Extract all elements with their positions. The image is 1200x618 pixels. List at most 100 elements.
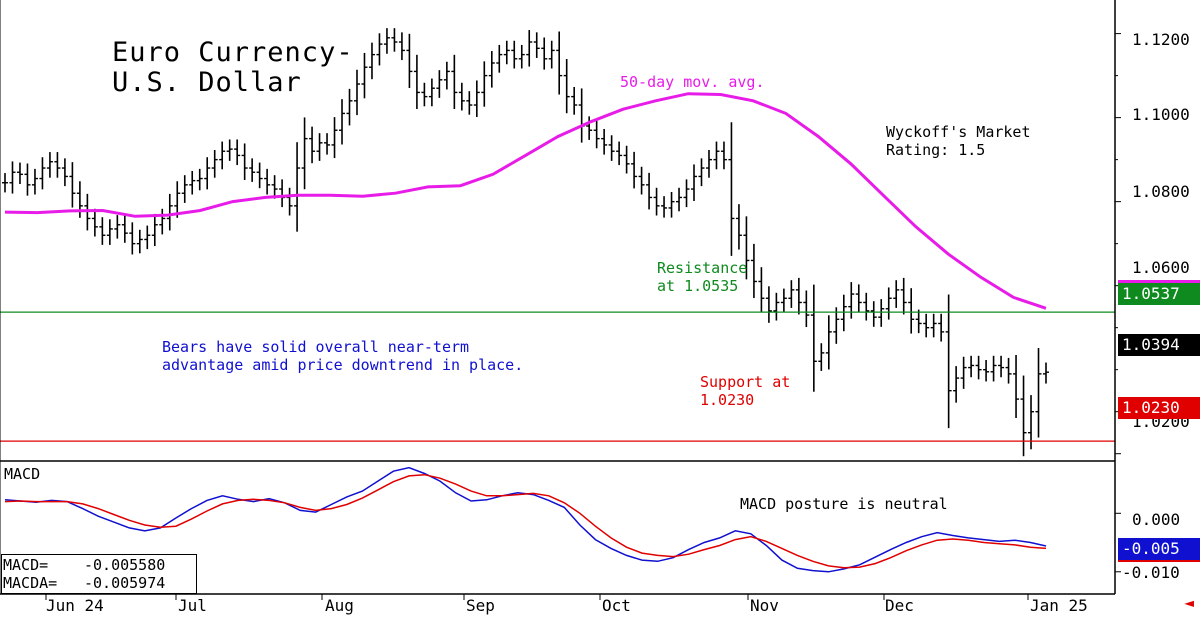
price-bar	[795, 277, 802, 315]
price-bar	[458, 82, 465, 111]
price-bar	[945, 294, 952, 429]
price-bar	[863, 292, 870, 321]
price-bar	[301, 117, 308, 190]
price-bar	[2, 173, 8, 193]
resistance-label: Resistance at 1.0535	[657, 259, 748, 295]
price-bar	[975, 355, 982, 380]
price-bar	[226, 139, 233, 161]
price-bar	[616, 141, 623, 166]
price-bar	[144, 225, 151, 250]
market-comment: Bears have solid overall near-term advan…	[162, 338, 524, 374]
price-bar	[9, 161, 16, 194]
price-bar	[578, 88, 585, 143]
price-bar	[481, 61, 488, 107]
price-bar	[728, 122, 735, 256]
price-bar	[324, 133, 331, 155]
price-bar	[758, 267, 765, 313]
price-bar	[878, 299, 885, 327]
price-bar	[676, 187, 683, 212]
chart-title-line2: U.S. Dollar	[112, 67, 302, 98]
price-bar	[571, 86, 578, 115]
price-bar	[1013, 354, 1020, 418]
price-bar	[376, 33, 383, 66]
price-bar	[511, 40, 518, 69]
price-bar	[279, 179, 286, 208]
price-bar	[563, 59, 570, 114]
price-bar	[413, 54, 420, 110]
price-bar	[855, 284, 862, 313]
price-bar	[503, 40, 510, 65]
price-bar	[683, 179, 690, 208]
price-bar	[241, 143, 248, 181]
price-bar	[39, 157, 46, 190]
price-bar	[840, 294, 847, 332]
price-bar	[211, 149, 218, 178]
price-bar	[331, 117, 338, 159]
price-bar	[780, 288, 787, 313]
price-bar	[353, 69, 360, 116]
y-tick-label: 1.0600	[1132, 258, 1190, 277]
macd-value-tag: -0.005	[1118, 538, 1200, 562]
price-bar	[234, 139, 241, 166]
price-bar	[496, 44, 503, 73]
macd-readout-box: MACD= -0.005580 MACDA= -0.005974	[1, 554, 197, 594]
macda-readout-value: -0.005974	[84, 574, 166, 592]
panel-frame	[0, 0, 1121, 600]
price-bar	[69, 162, 76, 208]
price-bar	[436, 70, 443, 98]
price-bar	[593, 120, 600, 149]
price-bar	[166, 193, 173, 231]
price-bar	[428, 78, 435, 107]
price-bar	[473, 80, 480, 117]
price-bar	[316, 133, 323, 161]
price-bar	[893, 280, 900, 308]
price-bar	[803, 290, 810, 328]
price-bar	[705, 149, 712, 178]
price-bar	[189, 170, 196, 195]
price-bar	[1005, 357, 1012, 384]
price-bar	[443, 61, 450, 90]
price-bar	[983, 360, 990, 382]
price-bar	[286, 187, 293, 216]
price-bar	[1043, 362, 1049, 384]
price-bar	[638, 166, 645, 195]
price-bar	[818, 343, 825, 371]
price-bar	[151, 213, 158, 247]
price-bar	[533, 32, 540, 58]
price-bar	[518, 44, 525, 69]
scroll-back-arrow-icon[interactable]: ◄	[1184, 593, 1194, 612]
price-bar	[264, 168, 271, 195]
price-bar	[204, 157, 211, 190]
price-bar	[114, 215, 121, 239]
price-bar	[391, 28, 398, 52]
price-bar	[174, 181, 181, 218]
macd-y-tick-label: 0.000	[1132, 510, 1181, 529]
wyckoff-rating: Wyckoff's Market Rating: 1.5	[886, 123, 1031, 159]
price-bar	[421, 82, 428, 107]
resistance-price-tag: 1.0537	[1118, 280, 1200, 305]
price-bar	[309, 126, 316, 164]
price-bar	[661, 196, 668, 218]
price-bar	[556, 31, 563, 95]
price-bar	[24, 163, 31, 196]
price-bar	[406, 33, 413, 89]
x-tick-label: Jun 24	[46, 596, 104, 615]
price-bar	[833, 307, 840, 344]
price-bar	[953, 366, 960, 403]
price-bar	[586, 116, 593, 140]
price-bar	[129, 222, 136, 255]
price-bar	[773, 292, 780, 321]
price-bar	[219, 141, 226, 170]
price-bar	[294, 142, 301, 232]
macd-annotation: MACD posture is neutral	[740, 495, 948, 513]
macda-readout-label: MACDA=	[3, 574, 58, 592]
macd-readout-value: -0.005580	[84, 556, 166, 574]
price-bar	[271, 175, 278, 199]
price-bar	[960, 356, 967, 389]
x-tick-label: Jan 25	[1030, 596, 1088, 615]
price-bar	[631, 151, 638, 189]
price-bar	[54, 152, 61, 178]
price-bar	[668, 191, 675, 218]
y-tick-label: 1.1200	[1132, 30, 1190, 49]
x-tick-label: Aug	[325, 596, 354, 615]
